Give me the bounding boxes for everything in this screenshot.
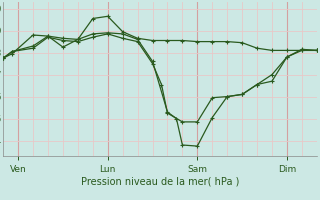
X-axis label: Pression niveau de la mer( hPa ): Pression niveau de la mer( hPa ) [81, 177, 239, 187]
